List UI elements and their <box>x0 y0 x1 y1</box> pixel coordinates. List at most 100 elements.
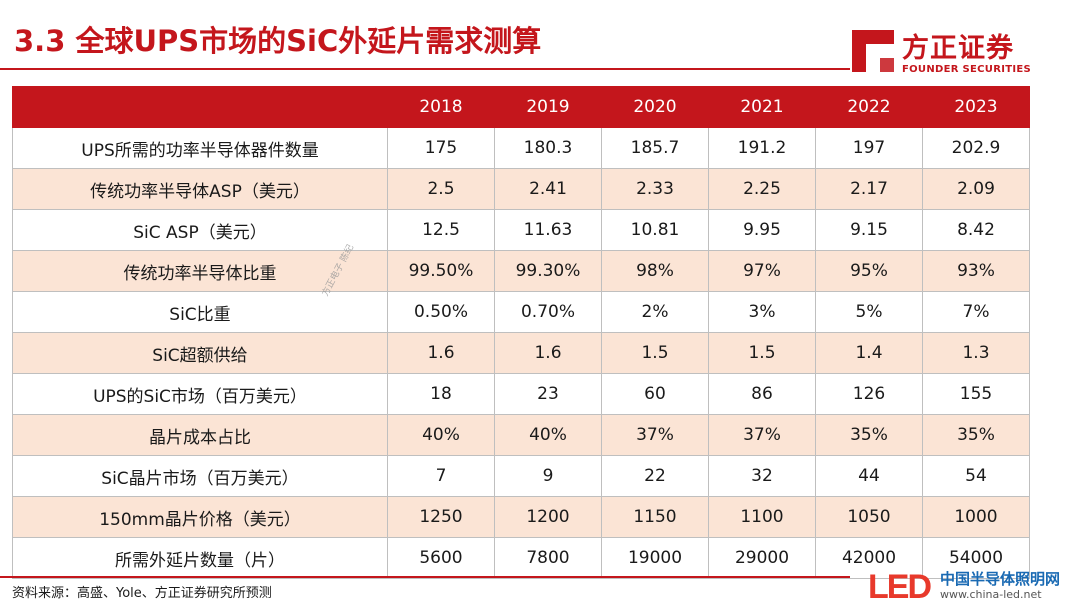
table-cell: 19000 <box>601 537 709 579</box>
table-cell: 99.50% <box>387 250 495 292</box>
table-cell: 1050 <box>815 496 923 538</box>
table-cell: 175 <box>387 127 495 169</box>
table-cell: 2% <box>601 291 709 333</box>
table-cell: 7% <box>922 291 1030 333</box>
title-divider <box>0 68 850 70</box>
table-cell: 35% <box>815 414 923 456</box>
table-cell: 2.17 <box>815 168 923 210</box>
row-label: SiC超额供给 <box>12 332 388 374</box>
header-year: 2021 <box>708 86 816 128</box>
table-row: SiC超额供给 1.6 1.6 1.5 1.5 1.4 1.3 <box>12 332 1030 374</box>
table-cell: 1.4 <box>815 332 923 374</box>
site-url: www.china-led.net <box>940 588 1042 601</box>
table-row: SiC晶片市场（百万美元） 7 9 22 32 44 54 <box>12 455 1030 497</box>
table-cell: 5% <box>815 291 923 333</box>
table-cell: 8.42 <box>922 209 1030 251</box>
row-label: 150mm晶片价格（美元） <box>12 496 388 538</box>
table-cell: 93% <box>922 250 1030 292</box>
table-cell: 1000 <box>922 496 1030 538</box>
site-logo: LED 中国半导体照明网 www.china-led.net <box>868 566 1080 608</box>
table-header-row: 2018 2019 2020 2021 2022 2023 <box>12 86 1030 128</box>
table-cell: 0.50% <box>387 291 495 333</box>
table-cell: 185.7 <box>601 127 709 169</box>
table-cell: 9 <box>494 455 602 497</box>
table-cell: 23 <box>494 373 602 415</box>
table-cell: 35% <box>922 414 1030 456</box>
table-cell: 29000 <box>708 537 816 579</box>
header-year: 2018 <box>387 86 495 128</box>
table-cell: 44 <box>815 455 923 497</box>
table-row: SiC ASP（美元） 12.5 11.63 10.81 9.95 9.15 8.42 <box>12 209 1030 251</box>
founder-logo-icon <box>852 30 894 72</box>
table-cell: 1.5 <box>601 332 709 374</box>
header-corner-cell <box>12 86 388 128</box>
table-cell: 12.5 <box>387 209 495 251</box>
table-cell: 11.63 <box>494 209 602 251</box>
table-cell: 37% <box>601 414 709 456</box>
table-row: UPS所需的功率半导体器件数量 175 180.3 185.7 191.2 197 202.… <box>12 127 1030 169</box>
table-cell: 5600 <box>387 537 495 579</box>
row-label: 晶片成本占比 <box>12 414 388 456</box>
brand-logo: 方正证券 FOUNDER SECURITIES <box>850 26 1040 80</box>
table-cell: 1200 <box>494 496 602 538</box>
table-cell: 2.33 <box>601 168 709 210</box>
brand-name-en: FOUNDER SECURITIES <box>902 64 1032 75</box>
table-row: 所需外延片数量（片） 5600 7800 19000 29000 42000 54000 <box>12 537 1030 579</box>
table-cell: 191.2 <box>708 127 816 169</box>
table-cell: 7 <box>387 455 495 497</box>
header-year: 2020 <box>601 86 709 128</box>
table-cell: 1.6 <box>494 332 602 374</box>
table-cell: 202.9 <box>922 127 1030 169</box>
table-cell: 42000 <box>815 537 923 579</box>
table-row: UPS的SiC市场（百万美元） 18 23 60 86 126 155 <box>12 373 1030 415</box>
table-cell: 18 <box>387 373 495 415</box>
table-cell: 9.15 <box>815 209 923 251</box>
row-label: 传统功率半导体比重 <box>12 250 388 292</box>
row-label: 所需外延片数量（片） <box>12 537 388 579</box>
row-label: SiC晶片市场（百万美元） <box>12 455 388 497</box>
brand-name-cn: 方正证券 <box>902 33 1014 64</box>
table-row: SiC比重 0.50% 0.70% 2% 3% 5% 7% <box>12 291 1030 333</box>
table-cell: 180.3 <box>494 127 602 169</box>
site-name: 中国半导体照明网 <box>940 570 1061 588</box>
table-cell: 98% <box>601 250 709 292</box>
table-cell: 40% <box>387 414 495 456</box>
table-cell: 197 <box>815 127 923 169</box>
row-label: SiC ASP（美元） <box>12 209 388 251</box>
table-cell: 40% <box>494 414 602 456</box>
table-cell: 60 <box>601 373 709 415</box>
table-cell: 0.70% <box>494 291 602 333</box>
page-title: 3.3 全球UPS市场的SiC外延片需求测算 <box>14 24 542 58</box>
row-label: UPS的SiC市场（百万美元） <box>12 373 388 415</box>
table-cell: 1.5 <box>708 332 816 374</box>
table-cell: 54 <box>922 455 1030 497</box>
table-row: 晶片成本占比 40% 40% 37% 37% 35% 35% <box>12 414 1030 456</box>
table-cell: 1100 <box>708 496 816 538</box>
table-cell: 54000 <box>922 537 1030 579</box>
header-year: 2022 <box>815 86 923 128</box>
header-year: 2019 <box>494 86 602 128</box>
table-cell: 126 <box>815 373 923 415</box>
table-cell: 2.09 <box>922 168 1030 210</box>
table-cell: 3% <box>708 291 816 333</box>
ups-sic-demand-table: 2018 2019 2020 2021 2022 2023 UPS所需的功率半导… <box>12 86 1030 579</box>
led-logo-icon: LED <box>868 568 932 606</box>
table-cell: 32 <box>708 455 816 497</box>
table-row: 150mm晶片价格（美元） 1250 1200 1150 1100 1050 1000 <box>12 496 1030 538</box>
source-note: 资料来源：高盛、Yole、方正证券研究所预测 <box>12 586 272 601</box>
table-cell: 2.25 <box>708 168 816 210</box>
table-cell: 37% <box>708 414 816 456</box>
table-cell: 2.5 <box>387 168 495 210</box>
header-year: 2023 <box>922 86 1030 128</box>
table-cell: 86 <box>708 373 816 415</box>
row-label: UPS所需的功率半导体器件数量 <box>12 127 388 169</box>
table-cell: 2.41 <box>494 168 602 210</box>
footer: 资料来源：高盛、Yole、方正证券研究所预测 <box>0 576 1080 608</box>
table-cell: 10.81 <box>601 209 709 251</box>
table-cell: 95% <box>815 250 923 292</box>
table-cell: 1150 <box>601 496 709 538</box>
row-label: SiC比重 <box>12 291 388 333</box>
row-label: 传统功率半导体ASP（美元） <box>12 168 388 210</box>
footer-divider <box>0 576 850 578</box>
table-cell: 1.3 <box>922 332 1030 374</box>
